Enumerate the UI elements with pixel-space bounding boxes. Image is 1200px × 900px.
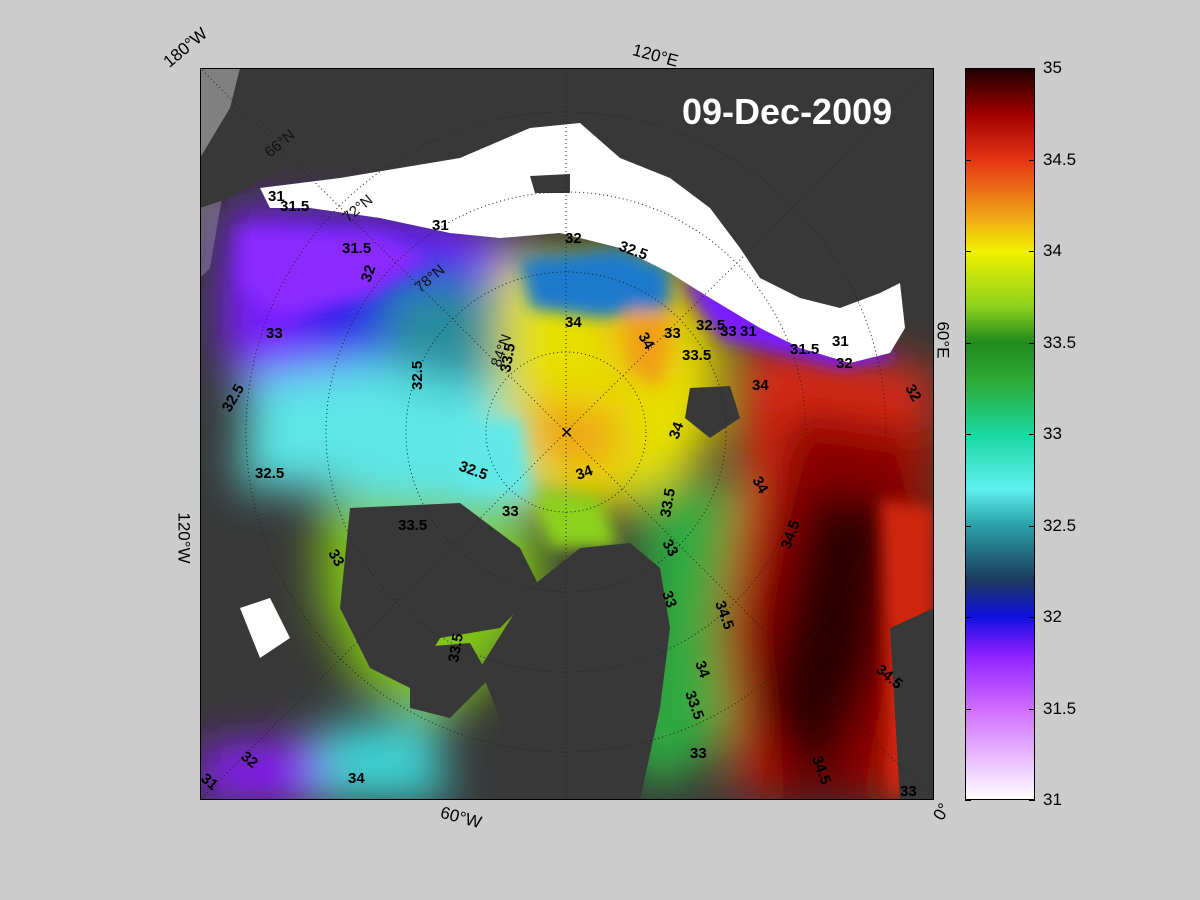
colorbar-tick-mark (965, 525, 971, 527)
contour-labels: 31 31.5 31 31.5 32 32 32.5 34 34 33.5 32… (200, 188, 925, 800)
colorbar-tick-mark (965, 617, 971, 618)
colorbar-tick-label: 35 (1043, 58, 1062, 77)
colorbar-tick-mark (1029, 342, 1035, 344)
contour-label: 32 (358, 263, 380, 284)
graticule (200, 68, 934, 800)
contour-label: 33 (502, 503, 519, 520)
longitude-label-120e: 120°E (630, 40, 681, 71)
contour-label: 31.5 (280, 198, 309, 215)
contour-label: 32 (902, 382, 925, 405)
contour-label: 31 (268, 188, 285, 205)
contour-label: 33 (664, 325, 681, 342)
colorbar-tick-mark (1029, 708, 1035, 710)
colorbar-tick-mark (965, 800, 971, 801)
colorbar-tick-mark (965, 708, 971, 710)
sea-ice (260, 123, 905, 363)
land-siberia-island (530, 174, 570, 193)
colorbar-tick-mark (1029, 159, 1035, 161)
contour-label: 32.5 (255, 465, 284, 482)
contour-label: 34 (666, 419, 688, 441)
colorbar-tick-mark (965, 434, 971, 435)
colorbar-tick-mark (1029, 251, 1035, 252)
land-canada-islands (340, 503, 540, 688)
longitude-label-0: 0° (929, 799, 954, 824)
contour-label: 33.5 (445, 632, 467, 664)
colorbar-tick-mark (1029, 800, 1035, 801)
contour-label: 33.5 (497, 342, 519, 374)
land-siberia (410, 68, 934, 298)
contour-label: 34 (348, 770, 365, 787)
contour-label: 34 (691, 659, 713, 681)
contour-label: 31 (432, 217, 449, 234)
salinity-map: ✕ 66°N 72°N 78°N 84°N 31 31.5 31 31.5 32… (200, 68, 934, 800)
north-pole-marker: ✕ (560, 423, 573, 442)
contour-label: 34 (752, 377, 769, 394)
contour-label: 33.5 (657, 487, 679, 519)
date-label: 09-Dec-2009 (682, 91, 892, 132)
contour-label: 32 (565, 230, 582, 247)
contour-label: 31.5 (790, 341, 819, 358)
land-scandinavia (890, 608, 934, 800)
contour-label: 33.5 (682, 347, 711, 364)
longitude-label-120w: 120°W (174, 512, 194, 564)
contour-label: 31.5 (342, 240, 371, 257)
colorbar-tick-label: 32 (1043, 607, 1062, 626)
contour-label: 32.5 (696, 317, 725, 334)
contour-label: 34 (749, 474, 772, 498)
longitude-label-60w: 60°W (438, 802, 484, 833)
colorbar-tick-label: 33 (1043, 424, 1062, 443)
land-svalbard (685, 386, 740, 438)
colorbar-tick-mark (965, 342, 971, 344)
contour-label: 33 (266, 325, 283, 342)
contour-label: 33 (325, 547, 348, 570)
contour-label: 33 (900, 783, 917, 800)
colorbar: 35 34.5 34 33.5 33 32.5 32 31.5 31 (965, 58, 1076, 809)
colorbar-tick-label: 34.5 (1043, 149, 1077, 169)
colorbar-tick-mark (965, 159, 971, 161)
land-greenland (480, 543, 670, 800)
colorbar-tick-label: 32.5 (1043, 515, 1077, 535)
contour-label: 32 (836, 355, 853, 372)
colorbar-tick-label: 34 (1043, 241, 1062, 260)
colorbar-tick-mark (1029, 434, 1035, 435)
colorbar-tick-label: 31 (1043, 790, 1062, 809)
contour-label: 33 (659, 537, 682, 560)
contour-label: 33 (720, 323, 737, 340)
contour-label: 31 (740, 323, 757, 340)
contour-label: 34 (635, 330, 658, 354)
contour-label: 32.5 (409, 361, 426, 390)
land-alaska (200, 68, 420, 208)
sea-ice-canada (240, 598, 290, 658)
contour-label: 33 (658, 589, 680, 610)
longitude-label-60e: 60°E (933, 321, 953, 359)
colorbar-tick-mark (965, 251, 971, 252)
contour-label: 34 (574, 462, 596, 484)
contour-label: 34 (565, 314, 582, 331)
colorbar-tick-mark (1029, 617, 1035, 618)
colorbar-tick-mark (1029, 68, 1035, 69)
contour-label: 31 (832, 333, 849, 350)
contour-label: 33 (690, 745, 707, 762)
colorbar-tick-label: 33.5 (1043, 332, 1077, 352)
colorbar-gradient (965, 68, 1035, 800)
land-canada-islands (410, 643, 490, 718)
colorbar-tick-mark (1029, 525, 1035, 527)
colorbar-tick-mark (965, 68, 971, 69)
longitude-label-180w: 180°W (159, 23, 212, 72)
colorbar-tick-label: 31.5 (1043, 698, 1077, 718)
contour-label: 33.5 (398, 517, 427, 534)
